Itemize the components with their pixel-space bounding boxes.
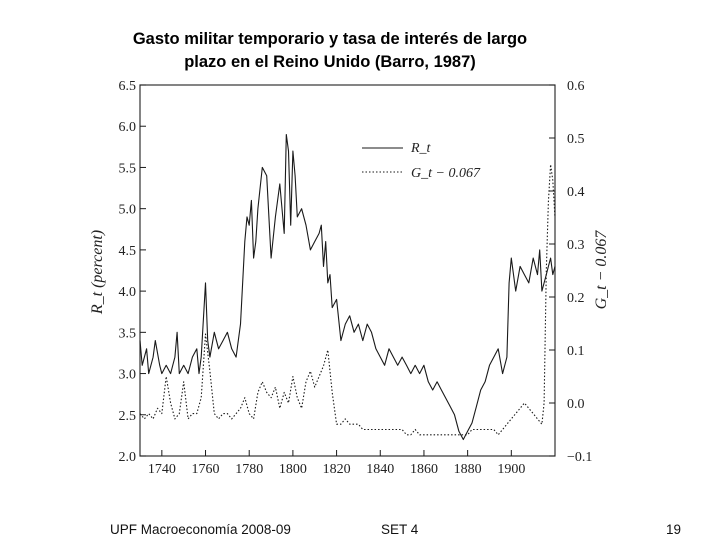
title-line-2: plazo en el Reino Unido (Barro, 1987) <box>184 53 476 71</box>
right-tick-label: 0.3 <box>567 238 585 253</box>
slide-title: Gasto militar temporario y tasa de inter… <box>100 28 560 74</box>
legend: R_t G_t − 0.067 <box>362 141 481 181</box>
left-tick-label: 3.5 <box>119 326 137 341</box>
left-tick-label: 2.0 <box>119 450 137 465</box>
left-tick-label: 4.0 <box>119 285 137 300</box>
y-axis-label: R_t (percent) <box>89 230 106 315</box>
series-gt-line <box>139 163 556 436</box>
x-tick-label: 1860 <box>410 462 438 477</box>
left-tick-label: 6.5 <box>119 79 137 94</box>
x-tick-label: 1820 <box>323 462 351 477</box>
page-number: 19 <box>666 522 682 537</box>
left-tick-label: 2.5 <box>119 409 137 424</box>
series-layer <box>139 133 556 441</box>
right-tick-label: 0.1 <box>567 344 585 359</box>
x-tick-label: 1760 <box>192 462 220 477</box>
plot-frame <box>139 84 556 457</box>
title-line-1: Gasto militar temporario y tasa de inter… <box>132 30 528 48</box>
right-axis: −0.1 0.0 0.1 0.2 0.3 0.4 0.5 0.6 <box>549 79 592 465</box>
left-tick-label: 4.5 <box>119 244 137 259</box>
x-tick-label: 1900 <box>497 462 525 477</box>
legend-label-gt: G_t − 0.067 <box>411 166 481 181</box>
x-tick-label: 1740 <box>148 462 176 477</box>
left-tick-label: 3.0 <box>119 368 137 383</box>
right-tick-label: 0.0 <box>567 397 585 412</box>
right-tick-label: 0.4 <box>567 185 585 200</box>
series-rt-line <box>139 133 556 441</box>
y2-axis-label: G_t − 0.067 <box>593 230 610 310</box>
right-tick-label: 0.2 <box>567 291 585 306</box>
right-tick-label: −0.1 <box>567 450 592 465</box>
x-tick-label: 1800 <box>279 462 307 477</box>
left-tick-label: 5.0 <box>119 203 137 218</box>
legend-label-rt: R_t <box>410 141 432 156</box>
left-axis: 2.0 2.5 3.0 3.5 4.0 4.5 5.0 5.5 6.0 6.5 <box>119 79 146 465</box>
right-tick-label: 0.5 <box>567 132 585 147</box>
x-tick-label: 1780 <box>235 462 263 477</box>
left-tick-label: 6.0 <box>119 120 137 135</box>
footer-course: UPF Macroeconomía 2008-09 <box>110 522 291 537</box>
footer-set: SET 4 <box>381 522 419 537</box>
right-tick-label: 0.6 <box>567 79 585 94</box>
left-tick-label: 5.5 <box>119 161 137 176</box>
x-axis: 1740 1760 1780 1800 1820 1840 1860 1880 1900 <box>148 450 525 477</box>
x-tick-label: 1880 <box>454 462 482 477</box>
x-tick-label: 1840 <box>366 462 394 477</box>
